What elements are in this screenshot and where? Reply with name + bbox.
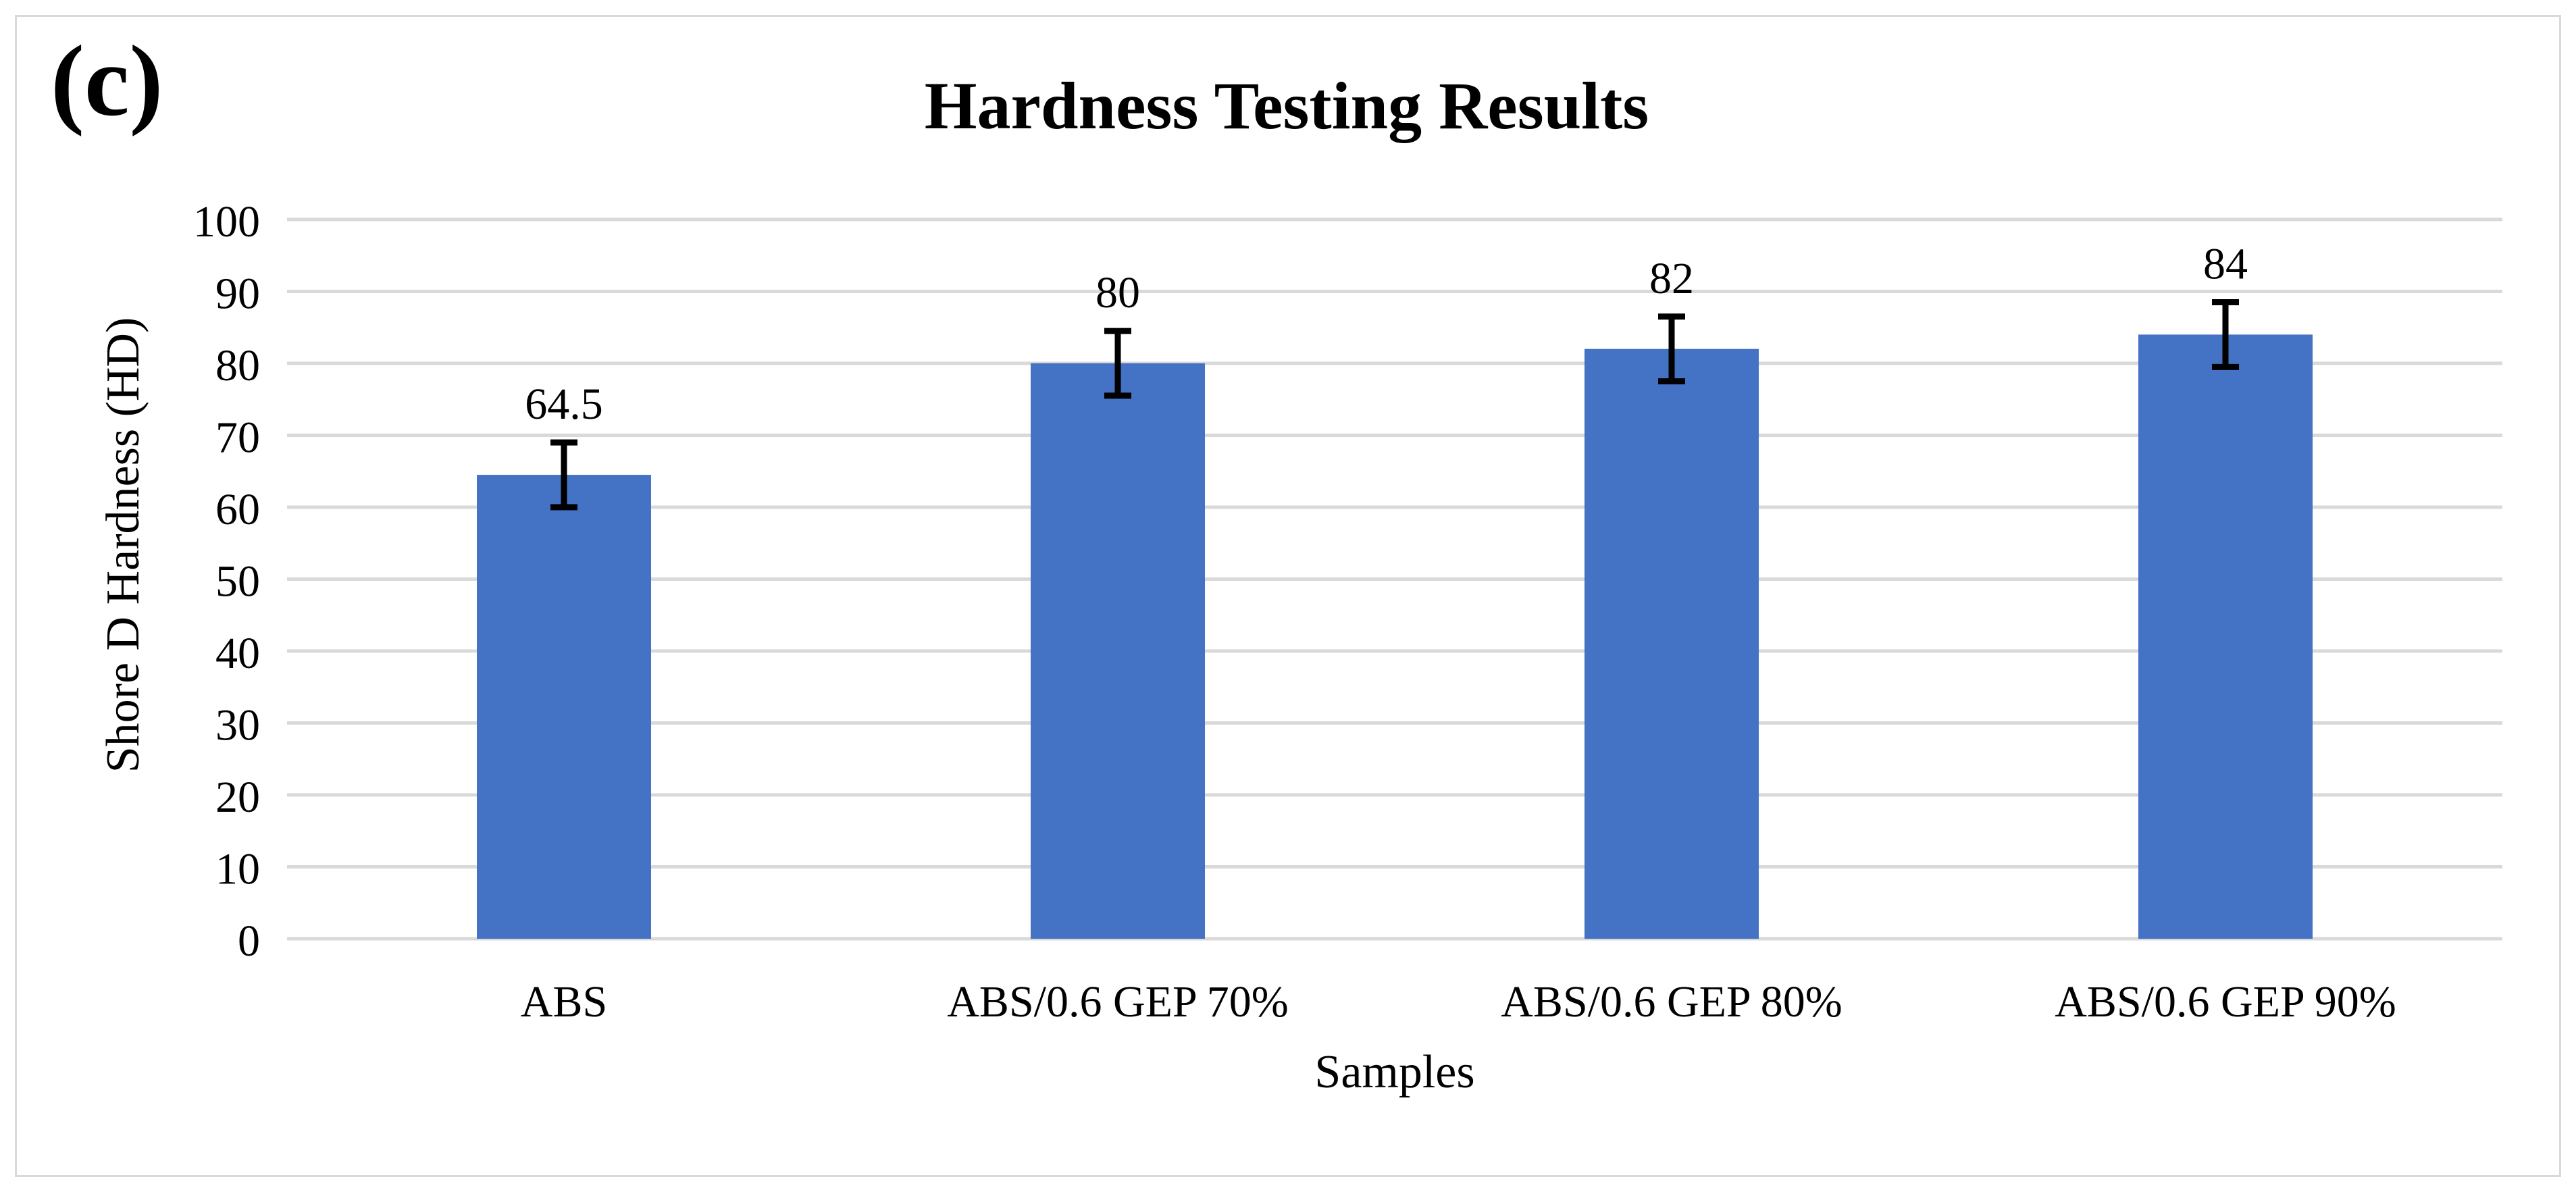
y-axis-label: Shore D Hardness (HD) (97, 317, 149, 773)
x-axis-label: Samples (1314, 1046, 1474, 1098)
error-bar (1658, 313, 1685, 385)
y-tick-label: 60 (215, 485, 260, 534)
error-bar (1104, 328, 1131, 399)
bar (1585, 348, 1759, 939)
bar (2138, 334, 2313, 939)
bar (477, 475, 651, 939)
x-tick-label: ABS/0.6 GEP 80% (1501, 977, 1842, 1027)
y-tick-label: 90 (215, 269, 260, 319)
data-label: 82 (1649, 254, 1694, 303)
error-bars (550, 299, 2239, 511)
x-tick-label: ABS (521, 977, 607, 1027)
panel-label: (c) (51, 25, 163, 137)
y-tick-label: 0 (238, 916, 260, 966)
x-tick-label: ABS/0.6 GEP 90% (2055, 977, 2396, 1027)
bar-chart: (c) Hardness Testing Results 0 10 20 30 40 50… (51, 25, 2502, 1098)
bars (477, 334, 2313, 939)
y-tick-label: 40 (215, 629, 260, 678)
bar (1031, 363, 1205, 939)
y-tick-label: 100 (193, 197, 260, 247)
x-tick-label: ABS/0.6 GEP 70% (947, 977, 1288, 1027)
y-tick-label: 20 (215, 773, 260, 822)
error-bar (550, 439, 577, 511)
data-label: 64.5 (525, 380, 603, 429)
chart-title: Hardness Testing Results (925, 68, 1649, 143)
data-label: 84 (2203, 239, 2248, 288)
x-axis-tick-labels: ABS ABS/0.6 GEP 70% ABS/0.6 GEP 80% ABS/0.6… (521, 977, 2396, 1027)
y-tick-label: 50 (215, 557, 260, 606)
data-labels: 64.5 80 82 84 (525, 239, 2248, 429)
chart-frame: (c) Hardness Testing Results 0 10 20 30 40 50… (15, 15, 2561, 1177)
y-tick-label: 80 (215, 341, 260, 390)
y-axis-tick-labels: 0 10 20 30 40 50 60 70 80 90 100 (193, 197, 260, 966)
data-label: 80 (1096, 268, 1140, 317)
error-bar (2212, 299, 2239, 370)
y-tick-label: 10 (215, 845, 260, 894)
y-tick-label: 70 (215, 413, 260, 463)
gridlines (287, 217, 2502, 941)
y-tick-label: 30 (215, 701, 260, 750)
